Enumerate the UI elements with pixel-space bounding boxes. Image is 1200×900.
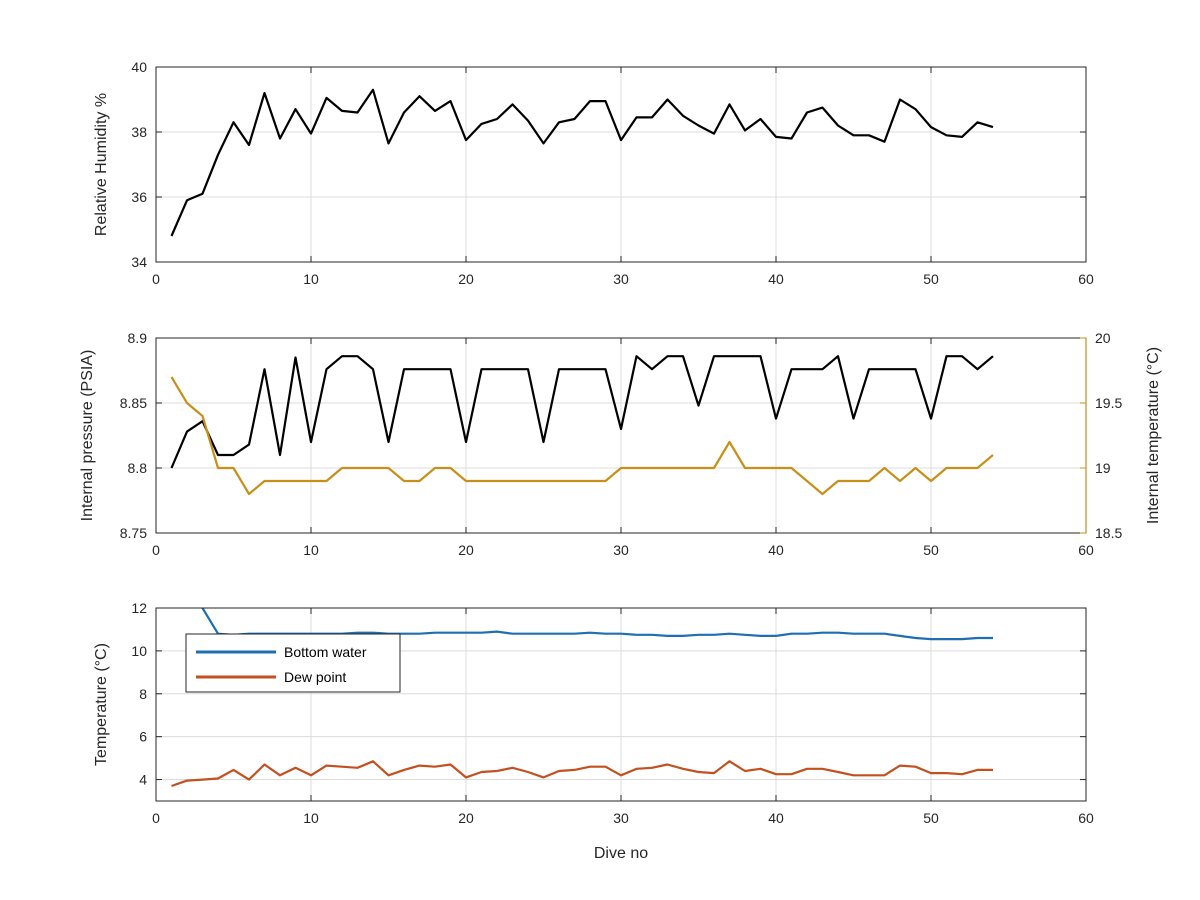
right-y-tick-label: 20 xyxy=(1095,330,1111,346)
humidity-panel: 0 10 20 30 40 50 60 34 36 38 40 Relative Humidity % xyxy=(93,59,1094,287)
right-y-tick-label: 19.5 xyxy=(1095,395,1122,411)
y-axis-label: Relative Humidity % xyxy=(93,93,110,236)
x-tick-label: 40 xyxy=(768,542,784,558)
y-tick-label: 8.8 xyxy=(128,460,148,476)
x-tick-label: 0 xyxy=(152,810,160,826)
y-axis-label: Internal pressure (PSIA) xyxy=(79,350,96,522)
x-tick-label: 40 xyxy=(768,271,784,287)
x-tick-label: 60 xyxy=(1078,810,1094,826)
y-tick-label: 36 xyxy=(131,189,147,205)
y-tick-label: 10 xyxy=(131,643,147,659)
x-tick-label: 50 xyxy=(923,271,939,287)
series-line-left xyxy=(170,355,994,469)
x-tick-label: 30 xyxy=(613,271,629,287)
y-tick-label: 8.9 xyxy=(128,330,148,346)
series-line-dew-point xyxy=(171,760,993,788)
x-tick-label: 20 xyxy=(458,810,474,826)
y-tick-label: 12 xyxy=(131,600,147,616)
x-tick-label: 60 xyxy=(1078,542,1094,558)
y-tick-label: 8.75 xyxy=(120,525,147,541)
legend-entry: Bottom water xyxy=(284,644,367,660)
x-tick-label: 60 xyxy=(1078,271,1094,287)
x-tick-label: 30 xyxy=(613,810,629,826)
y-tick-label: 4 xyxy=(139,772,147,788)
y-tick-label: 40 xyxy=(131,59,147,75)
y-tick-label: 38 xyxy=(131,124,147,140)
series-line-bottom-water xyxy=(200,608,993,641)
temperature-panel: 0 10 20 30 40 50 60 4 6 8 10 12 Temperature (°C) Dive… xyxy=(93,600,1094,862)
y-tick-label: 8.85 xyxy=(120,395,147,411)
y-tick-label: 34 xyxy=(131,254,147,270)
legend: Bottom water Dew point xyxy=(185,633,401,693)
series-line-right xyxy=(170,376,994,496)
right-y-axis-label: Internal temperature (°C) xyxy=(1145,347,1162,524)
pressure-temperature-panel: 0 10 20 30 40 50 60 8.75 8.8 8.85 8.9 18.5 19 19.5 20 I… xyxy=(79,330,1162,558)
x-tick-label: 10 xyxy=(303,542,319,558)
x-tick-label: 0 xyxy=(152,271,160,287)
y-tick-label: 6 xyxy=(139,729,147,745)
right-y-tick-label: 18.5 xyxy=(1095,525,1122,541)
right-y-tick-label: 19 xyxy=(1095,460,1111,476)
x-tick-label: 20 xyxy=(458,542,474,558)
x-axis-label: Dive no xyxy=(594,845,648,862)
x-tick-label: 40 xyxy=(768,810,784,826)
x-tick-label: 50 xyxy=(923,542,939,558)
x-tick-label: 10 xyxy=(303,810,319,826)
x-tick-label: 30 xyxy=(613,542,629,558)
x-tick-label: 10 xyxy=(303,271,319,287)
y-axis-label: Temperature (°C) xyxy=(93,643,110,766)
x-tick-label: 0 xyxy=(152,542,160,558)
legend-box xyxy=(185,633,401,693)
legend-entry: Dew point xyxy=(284,669,346,685)
x-tick-label: 20 xyxy=(458,271,474,287)
series-line-main xyxy=(170,88,994,237)
x-tick-label: 50 xyxy=(923,810,939,826)
y-tick-label: 8 xyxy=(139,686,147,702)
